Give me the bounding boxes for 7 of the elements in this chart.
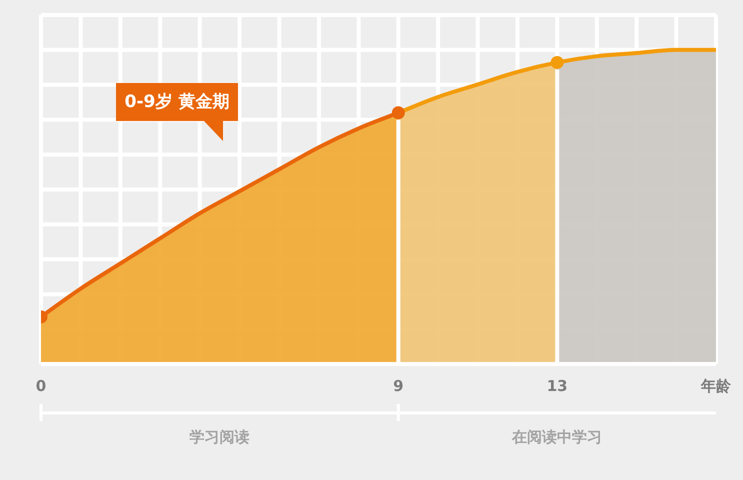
x-axis-title: 年龄 <box>700 377 732 395</box>
x-tick-label: 0 <box>36 377 46 395</box>
text: 在阅读中学习 <box>511 428 602 446</box>
x-tick-label: 9 <box>393 377 404 395</box>
text: 学习阅读 <box>190 428 250 446</box>
annotation: 0-9岁 黄金期 <box>124 92 230 112</box>
x-tick-label: 13 <box>546 377 568 395</box>
